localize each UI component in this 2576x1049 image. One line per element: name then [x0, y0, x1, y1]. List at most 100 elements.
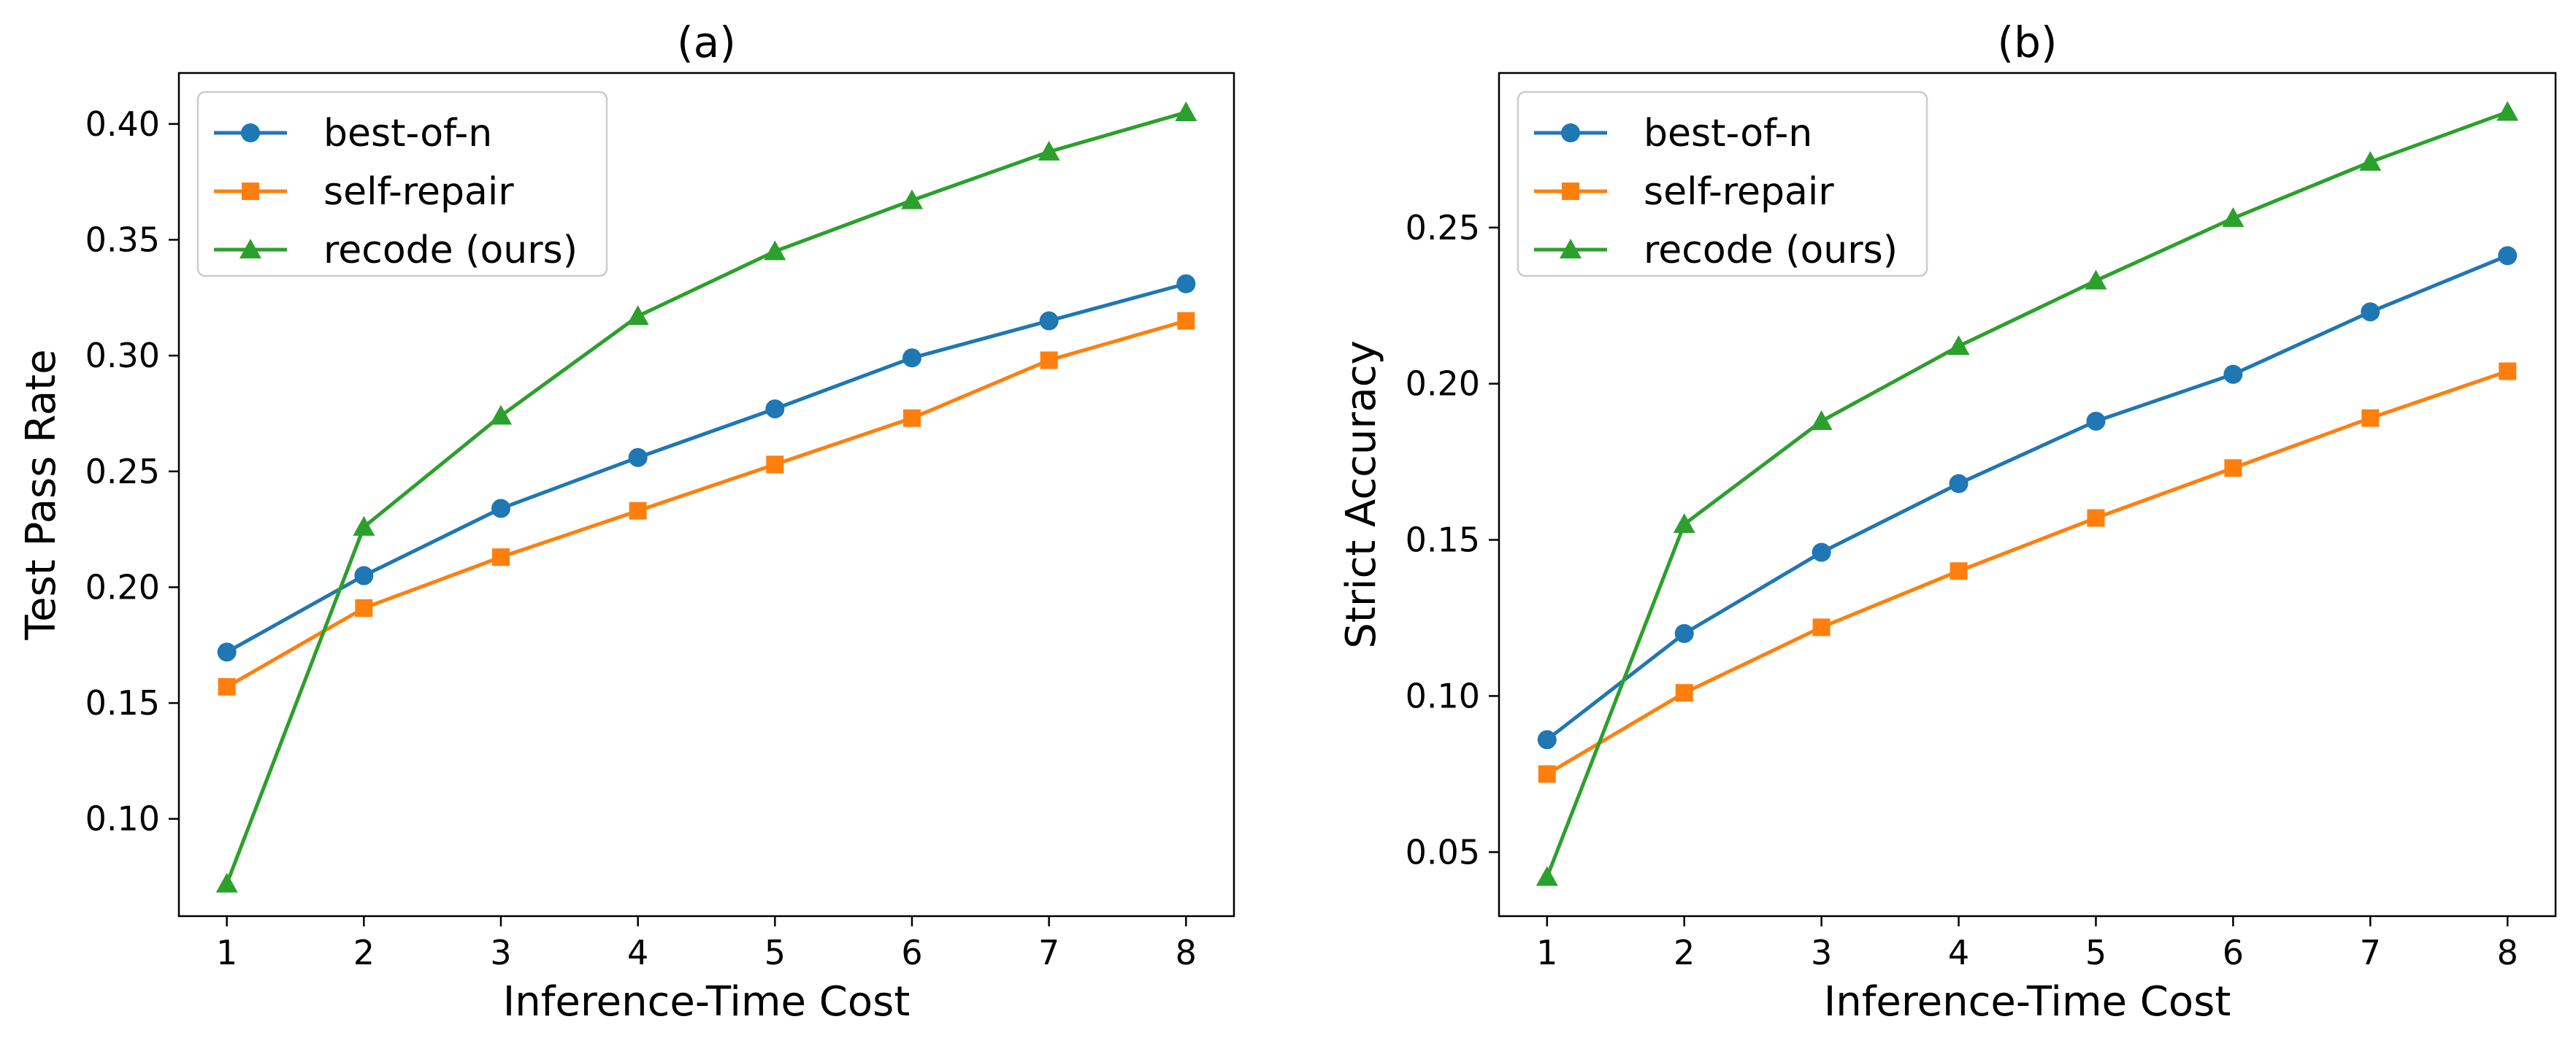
- y-tick-label: 0.20: [85, 567, 160, 607]
- chart-title: (a): [677, 18, 736, 67]
- data-point: [1538, 765, 1556, 783]
- data-point: [1177, 312, 1195, 330]
- x-tick-label: 6: [2223, 933, 2244, 972]
- legend-label: self-repair: [1644, 170, 1834, 214]
- data-point: [355, 599, 373, 617]
- x-tick-label: 5: [764, 933, 786, 972]
- legend-box: [1517, 91, 1928, 277]
- data-point: [1812, 618, 1831, 637]
- data-point: [1949, 474, 1969, 493]
- data-point: [1536, 866, 1558, 886]
- data-point: [1537, 730, 1557, 750]
- data-point: [626, 305, 649, 326]
- chart-panel-1: (a) 1 2 3 4 5 6 7 8 0.10 0.15 0.20 0.25 0.30 0.35 0.40 I…: [18, 18, 1235, 1026]
- legend-label: best-of-n: [1644, 112, 1812, 155]
- data-point: [629, 502, 647, 520]
- legend-marker: [1561, 123, 1580, 142]
- x-tick-label: 3: [1811, 933, 1832, 972]
- data-point: [2359, 150, 2382, 171]
- legend-marker: [1560, 239, 1582, 258]
- data-point: [1176, 274, 1196, 293]
- legend-marker: [242, 182, 259, 200]
- y-tick-label: 0.15: [85, 683, 160, 723]
- data-point: [491, 499, 511, 518]
- y-tick-label: 0.05: [1406, 832, 1480, 872]
- x-tick-label: 1: [216, 933, 237, 972]
- data-point: [217, 642, 237, 662]
- plot-frame: [177, 72, 1235, 918]
- data-point: [215, 872, 238, 893]
- data-point: [2223, 364, 2243, 384]
- series-line: [225, 110, 1187, 885]
- data-point: [354, 566, 374, 585]
- data-point: [2496, 101, 2519, 121]
- series-line: [226, 282, 1187, 654]
- data-point: [1810, 410, 1833, 430]
- data-point: [764, 240, 786, 261]
- legend-item: best-of-n: [1534, 112, 1812, 155]
- plot-frame: [1498, 72, 2557, 918]
- data-point: [1674, 623, 1694, 643]
- legend-item: recode (ours): [214, 228, 578, 272]
- x-tick-label: 8: [1176, 933, 1197, 972]
- x-tick-label: 2: [353, 933, 375, 972]
- legend-box: [196, 91, 608, 277]
- legend-marker: [239, 239, 261, 258]
- data-point: [2361, 409, 2380, 427]
- x-tick-label: 7: [2360, 933, 2381, 972]
- series-self-repair: [1538, 362, 2517, 783]
- data-point: [492, 548, 510, 566]
- x-tick-label: 1: [1536, 933, 1557, 972]
- y-tick-label: 0.10: [1406, 676, 1480, 715]
- x-tick-label: 4: [1948, 933, 1969, 972]
- legend-label: recode (ours): [323, 228, 578, 272]
- x-axis-label: Inference-Time Cost: [1824, 978, 2231, 1026]
- data-point: [2085, 269, 2107, 290]
- data-point: [2498, 246, 2518, 266]
- data-point: [628, 447, 648, 467]
- y-axis-label: Strict Accuracy: [1338, 340, 1385, 648]
- data-point: [1038, 140, 1060, 161]
- x-tick-label: 3: [490, 933, 511, 972]
- series-recode-ours-: [215, 101, 1197, 893]
- data-point: [2499, 362, 2517, 380]
- data-point: [902, 409, 921, 427]
- legend-marker: [1562, 182, 1579, 200]
- legend-label: best-of-n: [323, 112, 492, 155]
- legend-label: self-repair: [323, 170, 514, 214]
- series-line: [1545, 110, 2509, 878]
- y-tick-label: 0.30: [85, 336, 160, 375]
- data-point: [1950, 562, 1968, 580]
- series-line: [226, 319, 1187, 689]
- series-self-repair: [218, 312, 1195, 696]
- legend-item: best-of-n: [214, 112, 492, 155]
- legend-item: recode (ours): [1534, 228, 1898, 272]
- y-tick-label: 0.35: [85, 220, 160, 259]
- x-tick-label: 6: [901, 933, 922, 972]
- data-point: [2086, 411, 2106, 431]
- y-tick-label: 0.25: [1406, 208, 1480, 247]
- y-axis-label: Test Pass Rate: [18, 349, 65, 640]
- legend-item: self-repair: [214, 170, 514, 214]
- legend-marker: [241, 123, 260, 142]
- data-point: [2361, 302, 2380, 322]
- x-tick-label: 8: [2497, 933, 2518, 972]
- data-point: [1039, 311, 1059, 331]
- data-point: [1673, 513, 1695, 534]
- x-tick-label: 2: [1674, 933, 1695, 972]
- series-line: [1546, 253, 2509, 742]
- x-axis-label: Inference-Time Cost: [503, 978, 911, 1026]
- data-point: [2224, 459, 2242, 477]
- data-point: [2222, 207, 2245, 227]
- x-tick-label: 5: [2085, 933, 2107, 972]
- data-point: [1675, 684, 1693, 702]
- y-tick-label: 0.15: [1406, 520, 1480, 560]
- y-tick-label: 0.40: [85, 104, 160, 144]
- series-best-of-n: [217, 274, 1196, 662]
- data-point: [765, 399, 785, 419]
- data-point: [2087, 509, 2105, 527]
- chart-title: (b): [1997, 18, 2057, 67]
- y-tick-label: 0.20: [1406, 364, 1480, 404]
- x-tick-label: 4: [627, 933, 648, 972]
